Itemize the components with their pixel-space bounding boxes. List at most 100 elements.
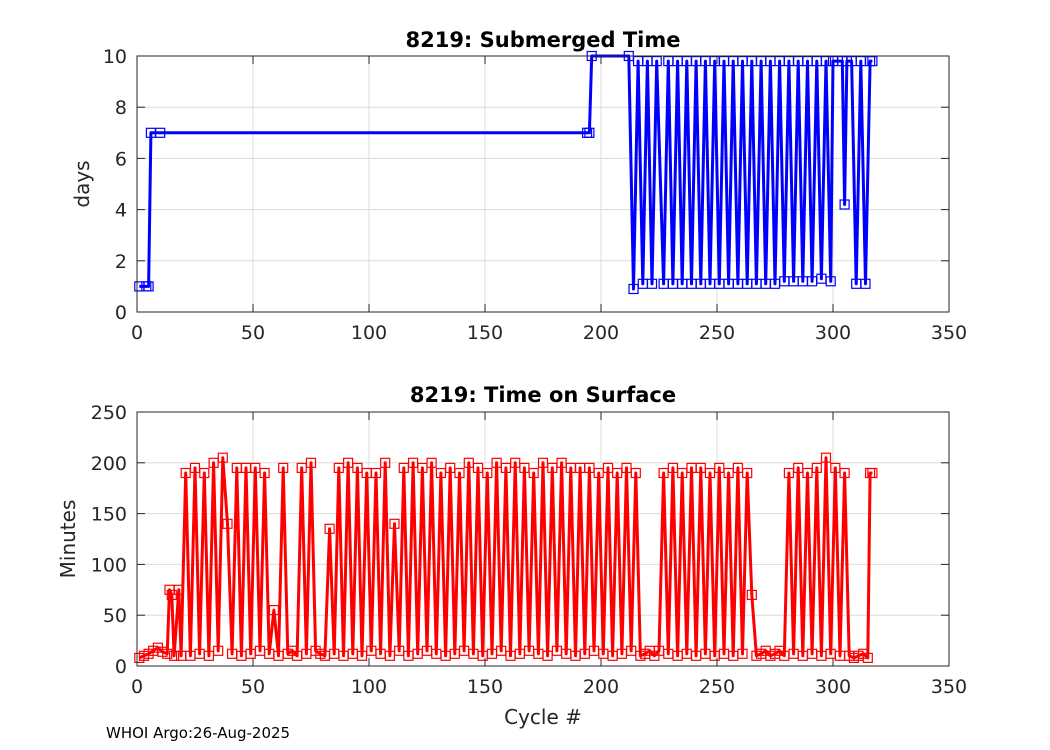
surface-data-point (695, 462, 706, 473)
surface-data-point (547, 462, 558, 473)
submerged-x-tick-label: 50 (241, 322, 265, 344)
surface-series-line (134, 452, 878, 664)
footer-source-date: WHOI Argo:26-Aug-2025 (106, 724, 291, 742)
surface-data-point (602, 462, 614, 473)
surface-data-point (217, 452, 228, 463)
submerged-x-tick-label: 350 (931, 322, 967, 344)
surface-data-point (783, 467, 795, 479)
surface-data-point (380, 457, 391, 468)
surface-plot-frame (136, 411, 950, 667)
surface-data-point (472, 462, 484, 473)
submerged-y-tick-labels: 0 2 4 6 8 10 (103, 46, 127, 324)
surface-data-point (435, 467, 446, 479)
surface-x-tick-label: 250 (699, 676, 735, 698)
submerged-title: 8219: Submerged Time (405, 28, 680, 52)
surface-y-axis-label: Minutes (56, 500, 80, 579)
surface-y-tick-label: 100 (91, 554, 127, 576)
surface-data-point (173, 584, 184, 595)
surface-data-point (802, 467, 813, 479)
surface-data-point (398, 462, 409, 473)
surface-data-point (732, 462, 744, 473)
submerged-y-axis-label: days (70, 160, 94, 207)
surface-data-point (305, 457, 317, 468)
surface-data-point (704, 467, 716, 479)
surface-data-point (166, 589, 177, 601)
surface-data-point (723, 467, 734, 479)
surface-y-tick-labels: 0 50 100 150 200 250 (91, 402, 127, 678)
submerged-data-point (820, 55, 832, 67)
surface-data-point (324, 523, 335, 534)
submerged-y-tick-label: 8 (115, 97, 127, 119)
surface-data-point (528, 467, 539, 479)
surface-data-point (862, 652, 873, 664)
surface-data-point (389, 518, 400, 529)
submerged-x-tick-label: 150 (467, 322, 503, 344)
surface-y-tick-label: 50 (103, 605, 127, 627)
surface-data-point (491, 457, 502, 468)
submerged-data-point (155, 127, 166, 138)
surface-x-tick-labels: 0 50 100 150 200 250 300 350 (131, 676, 967, 698)
surface-data-point (839, 467, 850, 479)
surface-data-point (169, 650, 180, 661)
surface-data-point (352, 462, 363, 473)
submerged-series-line (134, 50, 878, 295)
surface-y-tick-label: 0 (115, 656, 127, 678)
surface-data-point (213, 645, 224, 656)
surface-title: 8219: Time on Surface (410, 383, 676, 407)
surface-data-point (667, 462, 679, 473)
surface-data-point (593, 467, 604, 479)
surface-data-point (658, 467, 669, 479)
submerged-plot-frame (136, 55, 950, 313)
surface-x-tick-label: 50 (241, 676, 265, 698)
surface-data-point (278, 462, 289, 473)
surface-data-point (199, 467, 210, 479)
surface-data-point (417, 462, 428, 473)
surface-data-point (426, 457, 437, 468)
submerged-x-tick-label: 0 (131, 322, 143, 344)
submerged-y-tick-label: 2 (115, 251, 127, 273)
surface-data-point (742, 467, 753, 479)
surface-data-point (612, 467, 623, 479)
surface-data-point (162, 648, 173, 659)
surface-y-tick-label: 250 (91, 402, 127, 424)
surface-data-point (820, 452, 832, 463)
surface-data-point (370, 467, 382, 479)
surface-data-point (830, 462, 841, 473)
surface-data-point (268, 604, 279, 616)
submerged-data-point (646, 278, 658, 289)
surface-data-point (510, 457, 521, 468)
submerged-x-tick-labels: 0 50 100 150 200 250 300 350 (131, 322, 967, 344)
surface-data-point (250, 462, 261, 473)
submerged-data-point (860, 278, 871, 289)
surface-data-point (296, 462, 307, 473)
submerged-data-point (143, 281, 154, 292)
surface-x-axis-label: Cycle # (504, 705, 582, 729)
submerged-data-point (839, 199, 850, 210)
surface-data-point (343, 457, 354, 468)
surface-data-point (333, 462, 344, 473)
submerged-x-tick-label: 300 (815, 322, 851, 344)
surface-data-point (811, 462, 822, 473)
surface-data-point (621, 462, 632, 473)
surface-x-tick-label: 350 (931, 676, 967, 698)
surface-data-point (408, 457, 419, 468)
submerged-y-tick-label: 6 (115, 148, 127, 170)
submerged-y-tick-label: 10 (103, 46, 127, 68)
surface-data-point (454, 467, 465, 479)
surface-x-tick-label: 100 (351, 676, 387, 698)
surface-x-tick-label: 0 (131, 676, 143, 698)
submerged-x-tick-label: 100 (351, 322, 387, 344)
surface-data-point (584, 462, 595, 473)
surface-data-point (714, 462, 725, 473)
surface-data-point (463, 457, 474, 468)
surface-x-tick-label: 200 (583, 676, 619, 698)
surface-data-point (746, 589, 757, 601)
submerged-data-point (825, 276, 836, 287)
surface-data-point (189, 462, 201, 473)
surface-data-point (519, 462, 530, 473)
surface-data-point (537, 457, 549, 468)
submerged-data-line (139, 54, 873, 291)
surface-data-point (259, 467, 270, 479)
surface-data-line (138, 456, 873, 660)
